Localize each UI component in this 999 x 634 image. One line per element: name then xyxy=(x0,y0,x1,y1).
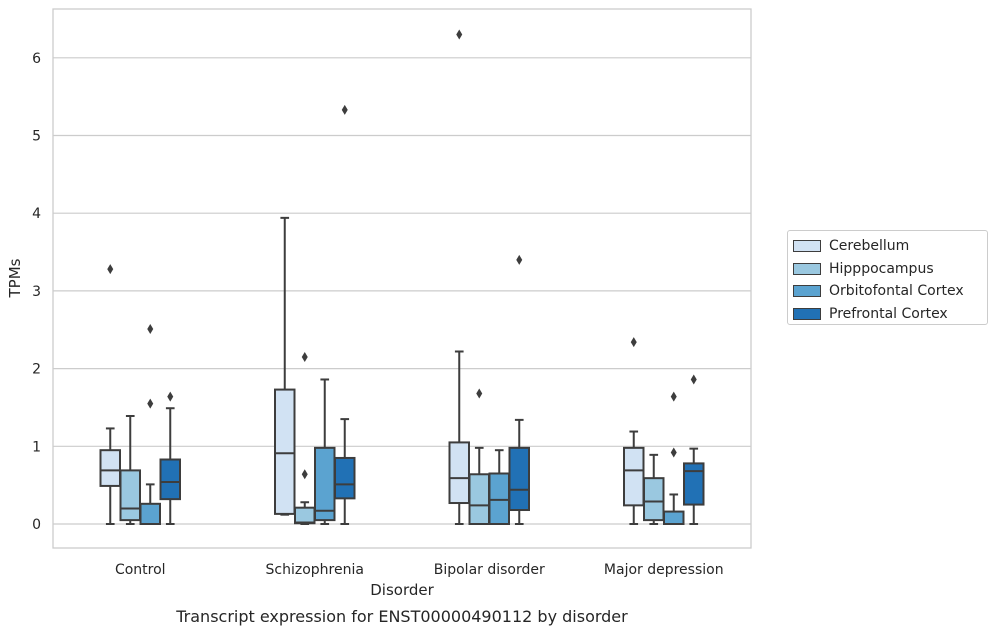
box-series xyxy=(99,29,705,526)
box-body xyxy=(643,477,665,522)
x-axis-label: Disorder xyxy=(370,581,434,599)
box xyxy=(99,264,121,525)
box-body xyxy=(139,502,161,526)
box xyxy=(663,391,685,525)
box xyxy=(274,216,296,516)
box xyxy=(119,414,141,525)
box-body xyxy=(508,446,530,512)
box xyxy=(159,391,181,525)
box-body xyxy=(623,446,645,507)
series-orbitofontal-cortex xyxy=(139,323,685,526)
outlier-point xyxy=(147,398,154,409)
box xyxy=(334,104,356,525)
box xyxy=(623,337,645,525)
box-body xyxy=(488,472,510,525)
x-tick-label: Control xyxy=(115,562,166,578)
y-tick-label: 2 xyxy=(32,362,41,378)
x-tick-label: Major depression xyxy=(604,562,724,578)
chart-caption: Transcript expression for ENST0000049011… xyxy=(175,607,628,626)
series-prefrontal-cortex xyxy=(159,104,705,525)
box xyxy=(488,449,510,525)
legend-swatch xyxy=(793,307,821,320)
x-tick-label: Schizophrenia xyxy=(266,562,364,578)
plot-frame xyxy=(52,8,752,549)
legend-swatch xyxy=(793,285,821,298)
outlier-point xyxy=(670,391,677,402)
x-axis-ticks: Control Schizophrenia Bipolar disorder Majo… xyxy=(115,562,724,578)
outlier-point xyxy=(516,254,523,265)
box-body xyxy=(448,441,470,505)
outlier-point xyxy=(167,391,174,402)
outlier-point xyxy=(301,469,308,480)
legend-item: Prefrontal Cortex xyxy=(793,303,987,326)
box xyxy=(314,378,336,525)
box xyxy=(643,453,665,525)
box-body xyxy=(334,456,356,500)
outlier-point xyxy=(476,388,483,399)
box-body xyxy=(314,446,336,522)
legend-item: Cerebellum xyxy=(793,235,987,258)
box-body xyxy=(683,462,705,506)
y-axis-label: TPMs xyxy=(6,258,24,298)
legend-swatch xyxy=(793,262,821,275)
series-hipppocampus xyxy=(119,351,665,526)
y-axis-ticks: 0 1 2 3 4 5 6 xyxy=(32,51,41,533)
box xyxy=(448,29,470,525)
legend-item: Orbitofontal Cortex xyxy=(793,280,987,303)
outlier-point xyxy=(690,374,697,385)
legend-swatch xyxy=(793,240,821,253)
box xyxy=(139,323,161,526)
outlier-point xyxy=(147,323,154,334)
y-tick-label: 1 xyxy=(32,439,41,455)
legend-item: Hipppocampus xyxy=(793,258,987,281)
outlier-point xyxy=(630,337,637,348)
box xyxy=(683,374,705,525)
legend-label: Orbitofontal Cortex xyxy=(829,283,964,300)
outlier-point xyxy=(301,351,308,362)
legend-label: Hipppocampus xyxy=(829,260,934,277)
y-tick-label: 4 xyxy=(32,206,41,222)
outlier-point xyxy=(456,29,463,40)
y-tick-label: 5 xyxy=(32,129,41,145)
y-tick-label: 6 xyxy=(32,51,41,67)
grid-lines xyxy=(53,57,751,525)
box-body xyxy=(274,388,296,515)
y-tick-label: 3 xyxy=(32,284,41,300)
box-body xyxy=(663,510,685,525)
outlier-point xyxy=(341,104,348,115)
box-body xyxy=(159,458,181,501)
box xyxy=(508,254,530,525)
box-body xyxy=(119,469,141,522)
box-body xyxy=(468,473,490,526)
x-tick-label: Bipolar disorder xyxy=(434,562,545,578)
y-tick-label: 0 xyxy=(32,517,41,533)
legend-label: Prefrontal Cortex xyxy=(829,305,948,322)
box-body xyxy=(99,449,121,487)
box xyxy=(468,388,490,526)
box-body xyxy=(294,506,316,525)
outlier-point xyxy=(107,264,114,275)
legend-label: Cerebellum xyxy=(829,238,910,255)
series-cerebellum xyxy=(99,29,645,525)
box xyxy=(294,351,316,525)
outlier-point xyxy=(670,447,677,458)
legend: Cerebellum Hipppocampus Orbitofontal Corte… xyxy=(787,230,988,325)
